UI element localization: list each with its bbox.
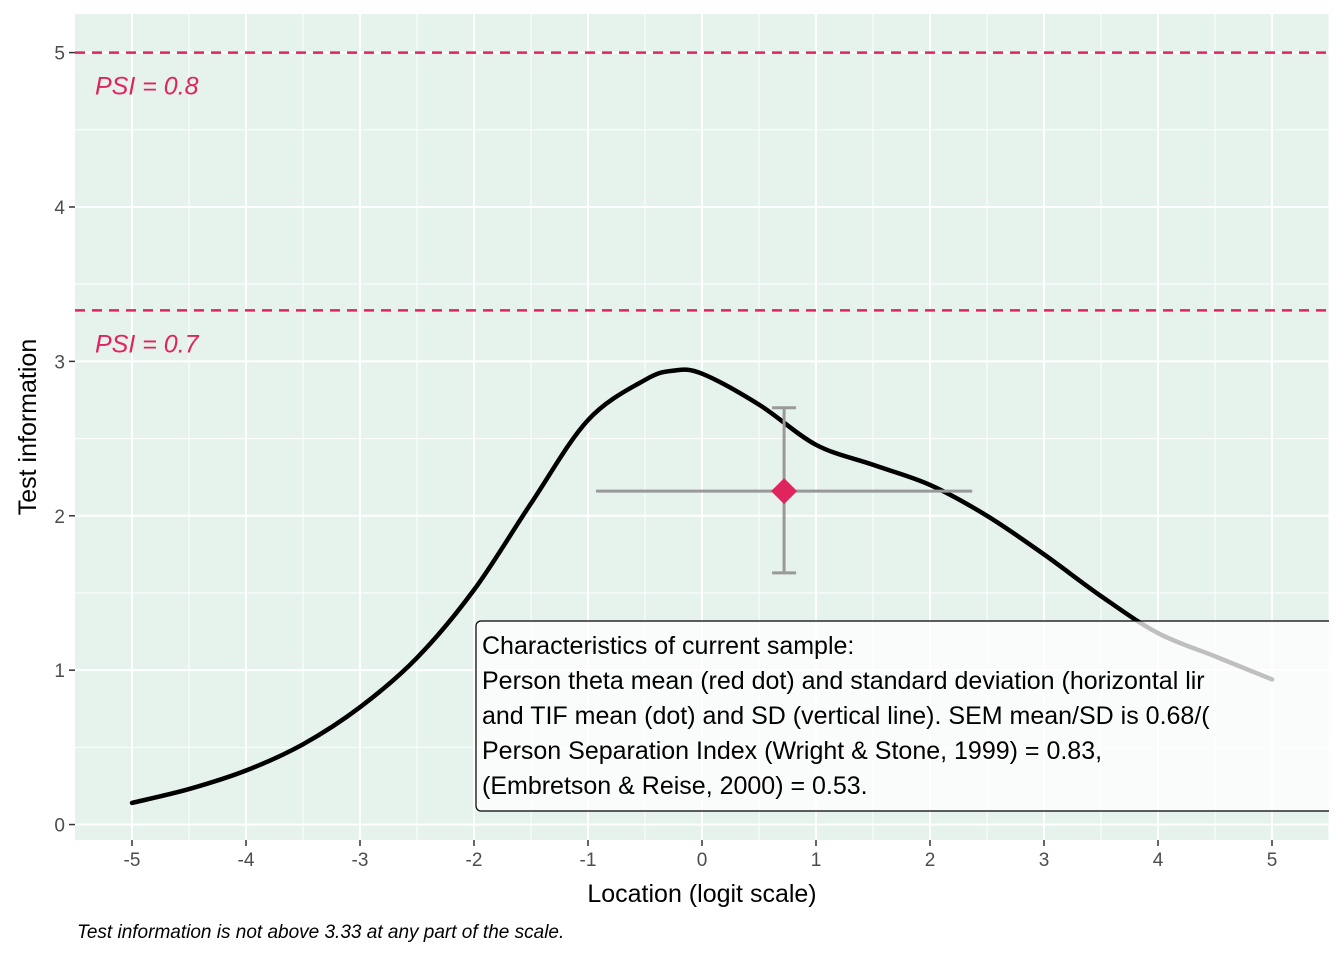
annotation-line: (Embretson & Reise, 2000) = 0.53. [482,772,868,800]
x-axis-title: Location (logit scale) [587,880,816,908]
tif-curve [129,367,1275,806]
x-tick-label: 4 [1153,850,1164,871]
x-tick-label: 3 [1039,850,1050,871]
y-tick-label: 1 [54,661,65,682]
x-tick-label: 5 [1267,850,1278,871]
y-axis-title: Test information [14,339,42,515]
annotation-line: Person theta mean (red dot) and standard… [482,667,1205,695]
reference-lines: PSI = 0.8 PSI = 0.7 [75,51,1329,358]
annotation-box: Characteristics of current sample: Person… [475,620,1329,812]
x-tick-label: -3 [352,850,369,871]
x-tick-label: 1 [811,850,822,871]
psi-label: PSI = 0.7 [95,330,200,358]
tif-chart: PSI = 0.8 PSI = 0.7 Characteristics of cu… [14,14,1330,908]
caption: Test information is not above 3.33 at an… [77,922,565,943]
x-tick-label: 2 [925,850,936,871]
x-tick-label: -5 [124,850,141,871]
x-tick-label: -4 [238,850,255,871]
annotation-line: Person Separation Index (Wright & Stone,… [482,737,1102,765]
y-tick-label: 2 [54,507,65,528]
y-tick-label: 4 [54,198,65,219]
y-tick-label: 3 [54,352,65,373]
x-tick-label: -1 [580,850,597,871]
y-tick-label: 5 [54,44,65,65]
psi-label: PSI = 0.8 [95,73,199,101]
y-tick-label: 0 [54,816,65,837]
axis-ticks: -5 -4 -3 -2 -1 0 1 2 3 4 5 0 1 2 3 4 5 [54,44,1277,871]
annotation-line: and TIF mean (dot) and SD (vertical line… [482,702,1210,730]
curve-layer [129,367,1275,806]
x-tick-label: -2 [466,850,483,871]
sample-mean-point [771,478,798,505]
annotation-line: Characteristics of current sample: [482,632,854,660]
x-tick-label: 0 [697,850,708,871]
sample-point-layer [595,406,973,575]
